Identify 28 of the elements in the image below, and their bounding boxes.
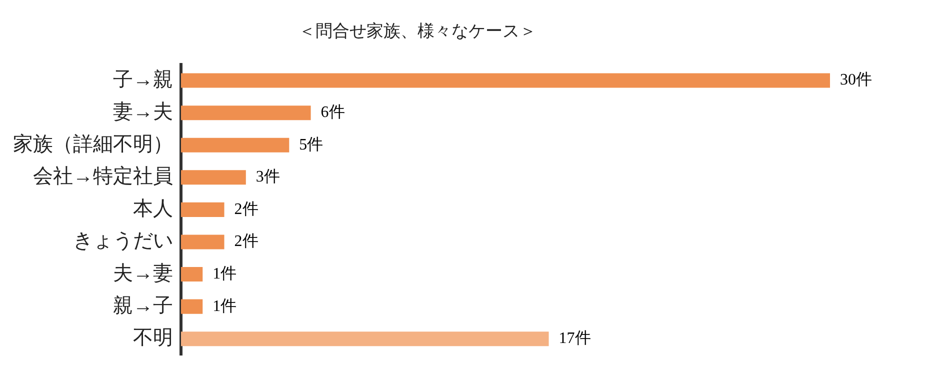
y-tick-label: 夫→妻	[113, 262, 173, 285]
bar	[181, 267, 203, 282]
data-label: 3件	[256, 168, 280, 186]
y-tick-label: 妻→夫	[113, 101, 173, 124]
y-tick-label: 子→親	[113, 68, 173, 91]
y-tick-label: 本人	[133, 198, 173, 220]
bar	[181, 106, 311, 120]
data-label: 5件	[299, 136, 324, 154]
data-label: 2件	[234, 233, 258, 250]
data-label: 30件	[840, 72, 872, 89]
bar	[181, 73, 830, 88]
data-label: 6件	[320, 104, 345, 122]
bar	[181, 138, 290, 152]
bar	[181, 170, 246, 185]
chart-title: ＜問合せ家族、様々なケース＞	[298, 22, 536, 41]
data-label: 1件	[212, 298, 237, 315]
data-label: 17件	[558, 330, 591, 348]
bar	[181, 202, 224, 217]
bar	[181, 299, 203, 314]
y-tick-label: 家族（詳細不明）	[13, 133, 173, 156]
bar	[181, 332, 549, 346]
y-tick-label: 不明	[133, 327, 173, 350]
y-tick-label: 親→子	[113, 294, 173, 317]
y-tick-label: きょうだい	[73, 230, 173, 252]
y-tick-label: 会社→特定社員	[33, 166, 173, 188]
data-label: 1件	[212, 265, 237, 282]
data-label: 2件	[234, 200, 258, 218]
bar	[181, 234, 224, 250]
